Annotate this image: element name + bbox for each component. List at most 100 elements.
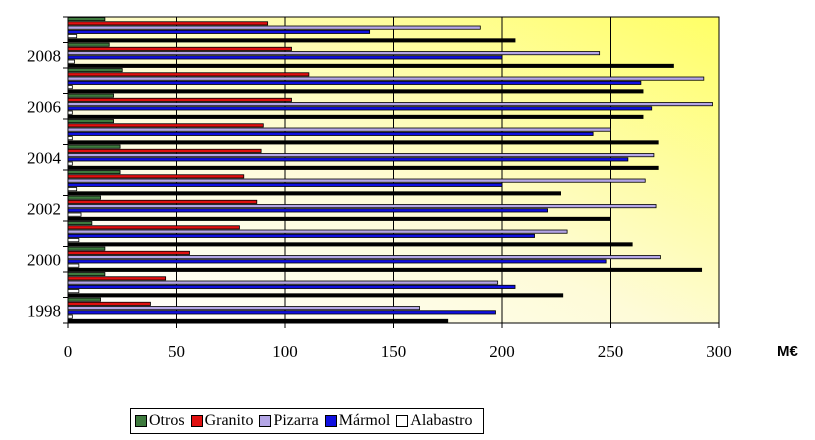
- bar-group-1998: [67, 297, 496, 323]
- bar-total-2003: [67, 191, 561, 196]
- x-tick-label: 100: [272, 342, 298, 361]
- x-tick-label: 250: [598, 342, 624, 361]
- bar-granito-2001: [67, 225, 240, 230]
- bar-total-2002: [67, 216, 611, 221]
- bar-alabastro-2003: [67, 187, 78, 192]
- bar-mármol-2001: [67, 233, 535, 238]
- legend-item-alabastro: Alabastro: [396, 412, 473, 430]
- bar-total-1999: [67, 293, 564, 298]
- legend-label: Alabastro: [410, 412, 473, 429]
- bar-pizarra-2001: [67, 229, 568, 234]
- bar-total-1998: [67, 318, 449, 323]
- unit-label: M€: [777, 343, 798, 360]
- bar-granito-1999: [67, 276, 167, 281]
- y-axis: 1998 2000 2002 2004 2006 2008: [27, 16, 68, 324]
- bar-granito-2009: [67, 21, 269, 26]
- bar-otros-2004: [67, 144, 121, 149]
- bar-granito-2005: [67, 123, 264, 128]
- bar-group-2000: [67, 246, 703, 272]
- bar-mármol-2003: [67, 182, 503, 187]
- x-axis: 0 50 100 150 200 250 300: [64, 323, 732, 361]
- y-tick-label: 2004: [27, 148, 62, 167]
- bar-pizarra-1999: [67, 280, 499, 285]
- legend-label: Granito: [204, 412, 254, 429]
- bar-mármol-2002: [67, 208, 548, 213]
- bar-total-2005: [67, 140, 659, 145]
- bar-pizarra-2008: [67, 51, 601, 56]
- grid-lines: [176, 17, 720, 323]
- legend-item-mármol: Mármol: [324, 412, 391, 430]
- bar-otros-2000: [67, 246, 106, 251]
- bar-otros-2008: [67, 42, 110, 47]
- y-tick-label: 1998: [27, 301, 61, 320]
- bar-alabastro-2006: [67, 110, 73, 115]
- legend-item-otros: Otros: [135, 412, 185, 430]
- bar-group-2006: [67, 93, 713, 119]
- bar-alabastro-2008: [67, 59, 75, 64]
- bar-mármol-2009: [67, 29, 371, 34]
- bar-granito-2008: [67, 46, 292, 51]
- bar-total-2009: [67, 38, 516, 43]
- x-tick-label: 50: [168, 342, 185, 361]
- bar-otros-2007: [67, 68, 123, 73]
- bar-group-2008: [67, 42, 674, 68]
- bar-alabastro-2004: [67, 161, 73, 166]
- legend-item-pizarra: Pizarra: [259, 412, 319, 430]
- bar-mármol-2006: [67, 106, 653, 111]
- legend-label: Otros: [149, 412, 185, 429]
- legend-swatch: [135, 415, 147, 427]
- bar-group-2007: [67, 68, 705, 94]
- legend-label: Pizarra: [273, 412, 319, 429]
- legend-swatch: [396, 415, 409, 427]
- bar-total-2006: [67, 114, 644, 119]
- bar-group-2004: [67, 144, 659, 170]
- bar-mármol-2004: [67, 157, 629, 162]
- bar-group-2002: [67, 195, 657, 221]
- x-tick-label: 150: [381, 342, 407, 361]
- bar-pizarra-2003: [67, 178, 646, 183]
- bar-total-2007: [67, 89, 644, 94]
- y-tick-label: 2000: [27, 250, 61, 269]
- bar-group-2009: [67, 17, 516, 43]
- legend: Otros Granito Pizarra Mármol Alabastro: [130, 408, 484, 434]
- bar-alabastro-2000: [67, 263, 80, 268]
- bar-alabastro-2005: [67, 136, 73, 141]
- bar-alabastro-1999: [67, 289, 80, 294]
- bar-granito-2002: [67, 199, 258, 204]
- bar-pizarra-2005: [67, 127, 611, 132]
- bar-otros-2001: [67, 221, 93, 226]
- bar-alabastro-2001: [67, 238, 80, 243]
- bar-mármol-1999: [67, 284, 516, 289]
- bar-group-1999: [67, 272, 564, 298]
- bar-otros-2002: [67, 195, 101, 200]
- x-tick-label: 0: [64, 342, 73, 361]
- legend-swatch: [324, 415, 337, 427]
- bar-total-2004: [67, 165, 659, 170]
- x-tick-label: 200: [489, 342, 515, 361]
- bar-otros-1998: [67, 297, 101, 302]
- y-tick-label: 2006: [27, 97, 61, 116]
- bar-otros-1999: [67, 272, 106, 277]
- bar-group-2005: [67, 119, 659, 145]
- bar-alabastro-2002: [67, 212, 82, 217]
- y-tick-label: 2008: [27, 46, 61, 65]
- bar-pizarra-2000: [67, 255, 661, 260]
- bar-mármol-2000: [67, 259, 607, 264]
- bar-otros-2003: [67, 170, 121, 175]
- bar-pizarra-1998: [67, 306, 420, 311]
- bar-pizarra-2002: [67, 204, 657, 209]
- bar-pizarra-2006: [67, 102, 713, 107]
- bar-total-2001: [67, 242, 633, 247]
- bar-pizarra-2009: [67, 25, 481, 30]
- bar-mármol-2007: [67, 80, 642, 85]
- bar-granito-1998: [67, 301, 151, 306]
- bar-pizarra-2007: [67, 76, 705, 81]
- bar-total-2008: [67, 63, 674, 68]
- legend-label: Mármol: [338, 412, 391, 429]
- bar-otros-2006: [67, 93, 114, 98]
- bar-mármol-1998: [67, 310, 496, 315]
- legend-swatch: [190, 415, 203, 427]
- bar-alabastro-1998: [67, 314, 73, 319]
- bar-group-2001: [67, 221, 633, 247]
- bar-group-2003: [67, 170, 646, 196]
